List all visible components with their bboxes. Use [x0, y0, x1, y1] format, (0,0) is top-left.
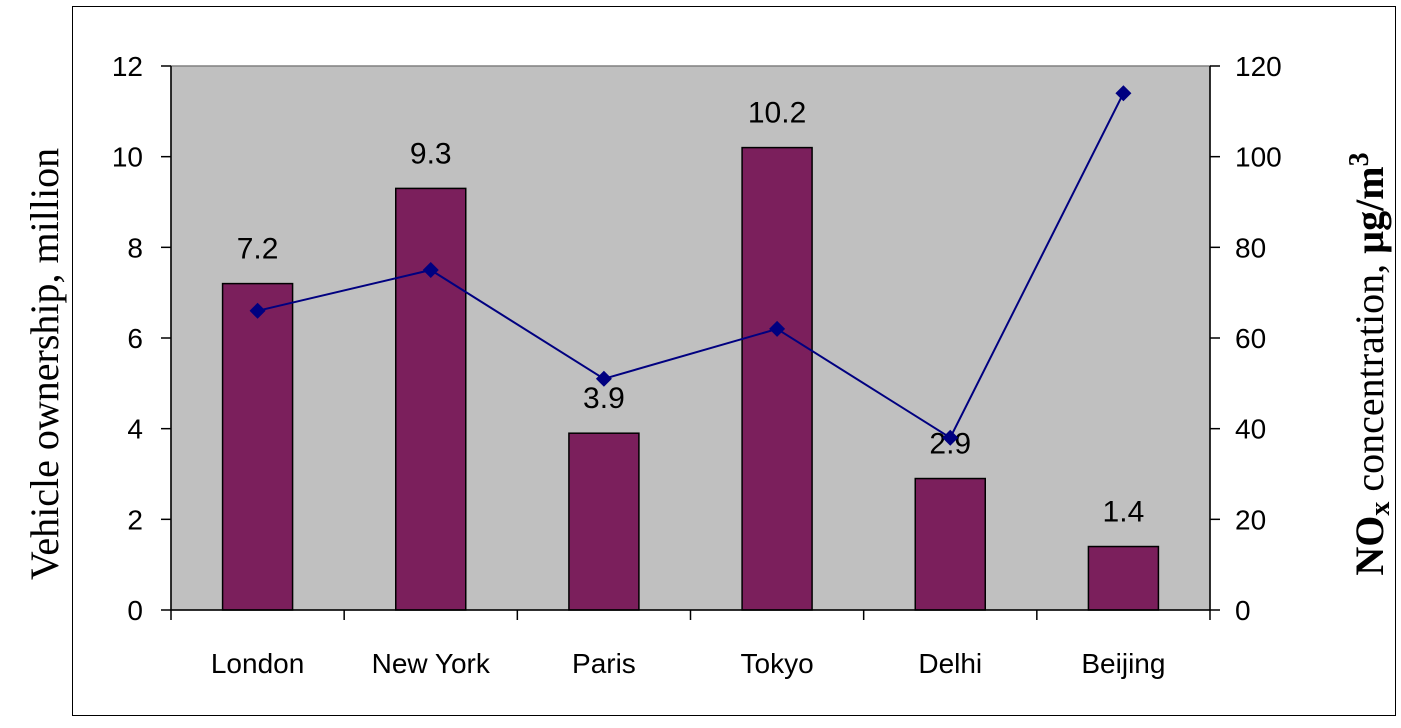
- bar-data-label: 7.2: [237, 233, 279, 266]
- bar-data-label: 1.4: [1103, 496, 1145, 529]
- y2-title-superscript: 3: [1344, 152, 1375, 166]
- y-tick-label: 12: [112, 51, 143, 82]
- nox-point: [942, 429, 959, 446]
- y2-tick-label: 0: [1235, 595, 1251, 626]
- x-tick-label: Beijing: [1081, 648, 1165, 679]
- bar-data-label: 9.3: [410, 137, 452, 170]
- bar-data-label: 3.9: [583, 382, 625, 415]
- y2-title-rest: concentration,: [1347, 254, 1392, 502]
- y2-title-unit: µg/m: [1347, 166, 1392, 253]
- y2-title-main: NO: [1347, 516, 1392, 576]
- data-labels-layer: 7.29.33.910.22.91.4: [237, 97, 1145, 529]
- y-axis-title: Vehicle ownership, million: [22, 148, 67, 580]
- bar-tokyo: [741, 146, 813, 611]
- left-tick-labels: 0 2 4 6 8 10 12: [112, 51, 143, 626]
- bar-new-york: [395, 187, 467, 611]
- plot-area: [170, 65, 1211, 611]
- right-tick-labels: 0 20 40 60 80 100 120: [1235, 51, 1282, 626]
- y-tick-label: 8: [127, 232, 143, 263]
- bar-data-label: 10.2: [748, 97, 806, 130]
- y2-tick-label: 120: [1235, 51, 1282, 82]
- y2-tick-label: 40: [1235, 414, 1266, 445]
- x-tick-label: New York: [372, 648, 491, 679]
- y-tick-label: 2: [127, 504, 143, 535]
- nox-point: [249, 302, 266, 319]
- nox-point: [769, 320, 786, 337]
- bars-layer: [221, 146, 1160, 611]
- x-tick-label: Delhi: [918, 648, 982, 679]
- bar-delhi: [914, 477, 986, 611]
- y2-tick-label: 20: [1235, 504, 1266, 535]
- y2-title-subscript: x: [1365, 502, 1396, 516]
- y-tick-label: 0: [127, 595, 143, 626]
- x-tick-label: Tokyo: [741, 648, 814, 679]
- category-labels: London New York Paris Tokyo Delhi Beijing: [211, 648, 1166, 679]
- x-tick-label: London: [211, 648, 304, 679]
- nox-point: [422, 262, 439, 278]
- y-tick-label: 6: [127, 323, 143, 354]
- nox-point: [1115, 85, 1132, 102]
- x-tick-label: Paris: [572, 648, 636, 679]
- axes-layer: [161, 65, 1220, 620]
- y-tick-label: 10: [112, 142, 143, 173]
- nox-point: [595, 370, 612, 387]
- line-layer: [249, 85, 1132, 446]
- y2-tick-label: 80: [1235, 232, 1266, 263]
- bar-beijing: [1087, 545, 1160, 611]
- y-tick-label: 4: [127, 414, 143, 445]
- y2-axis-title: NOx concentration, µg/m3: [1344, 152, 1397, 575]
- bar-paris: [568, 432, 640, 611]
- nox-line: [257, 92, 1125, 440]
- y2-tick-label: 60: [1235, 323, 1266, 354]
- y2-tick-label: 100: [1235, 142, 1282, 173]
- bar-london: [221, 282, 294, 611]
